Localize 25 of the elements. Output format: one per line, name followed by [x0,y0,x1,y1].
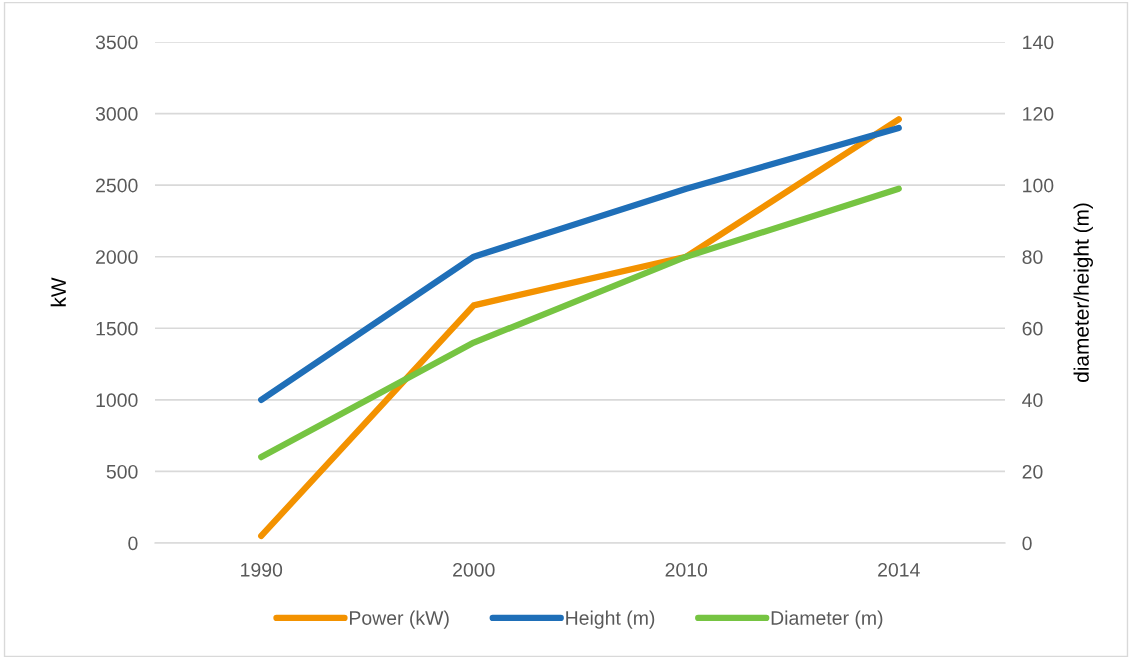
y2-tick-label: 140 [1023,35,1054,50]
y-tick-label: 1500 [96,321,138,336]
y-tick-label: 2500 [96,178,138,193]
y-tick-label: 3500 [95,35,138,50]
y-tick-label: 3000 [95,107,138,121]
y-tick-label: 1000 [96,393,138,408]
y2-tick-label: 20 [1022,464,1043,479]
x-tick-label: 2014 [878,562,920,577]
x-tick-label: 2000 [453,562,495,577]
y2-tick-label: 120 [1023,107,1054,121]
legend-label: Diameter (m) [771,610,883,629]
y-tick-label: 0 [128,536,138,551]
x-tick-label: 1990 [241,562,283,577]
x-tick-label: 2010 [665,562,708,577]
legend-label: Height (m) [566,610,655,629]
y2-tick-label: 60 [1022,321,1043,336]
y-tick-label: 500 [106,464,138,479]
y2-tick-label: 80 [1022,250,1043,264]
y2-tick-label: 40 [1022,393,1043,408]
legend-label: Power (kW) [349,610,449,629]
y2-axis-title: diameter/height (m) [1073,203,1093,382]
y2-tick-label: 0 [1022,536,1032,551]
y-tick-label: 2000 [96,250,138,264]
y-axis-title: kW [50,277,66,307]
y2-tick-label: 100 [1023,178,1054,193]
